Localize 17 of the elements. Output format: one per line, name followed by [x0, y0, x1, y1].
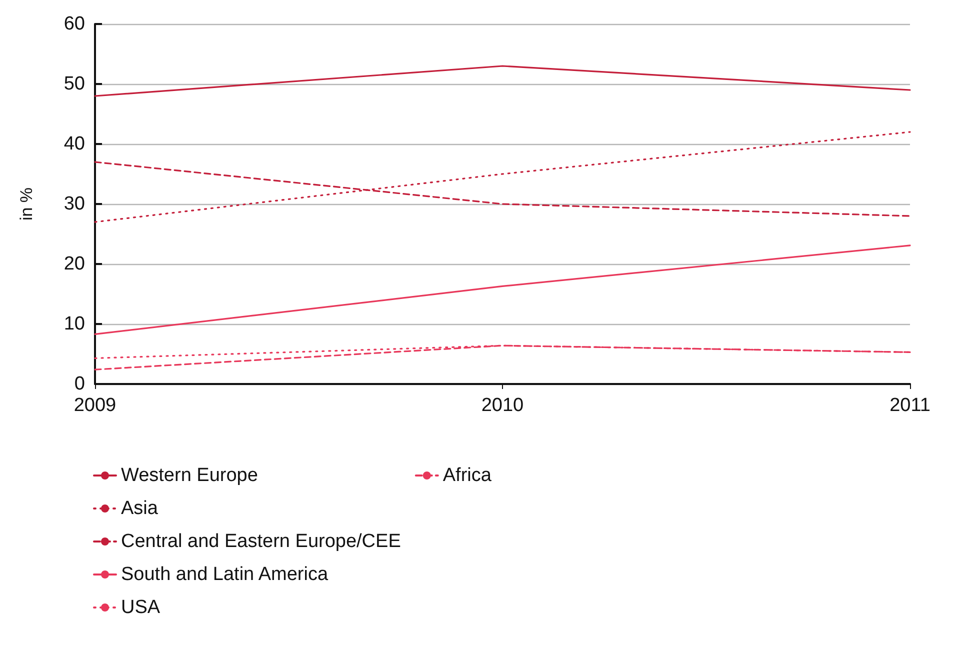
y-tick-label: 20 — [64, 254, 85, 274]
y-tick-label: 40 — [64, 134, 85, 154]
y-tick-label: 10 — [64, 314, 85, 334]
legend-label: Central and Eastern Europe/CEE — [121, 531, 401, 552]
y-axis-title: in % — [17, 187, 36, 221]
x-tick-label: 2009 — [74, 395, 116, 416]
x-tick-label: 2010 — [481, 395, 524, 416]
x-tick-label: 2011 — [890, 395, 930, 416]
legend-label: USA — [121, 597, 160, 618]
legend-label: Western Europe — [121, 465, 258, 486]
legend-label: Asia — [121, 498, 158, 519]
y-tick-label: 0 — [74, 374, 85, 394]
y-tick-label: 60 — [64, 14, 85, 34]
legend-label: Africa — [442, 465, 492, 486]
y-tick-label: 50 — [64, 74, 85, 94]
y-tick-label: 30 — [64, 194, 85, 214]
legend-label: South and Latin America — [121, 564, 328, 585]
